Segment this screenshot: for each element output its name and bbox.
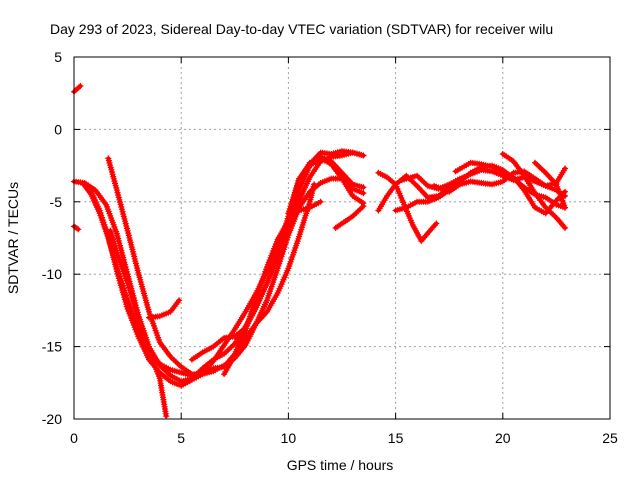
series-markers	[332, 203, 367, 231]
series-markers	[452, 159, 568, 217]
series-markers	[188, 153, 367, 363]
series-markers	[285, 148, 367, 217]
x-tick-label: 25	[602, 430, 618, 446]
series-track-19	[499, 151, 568, 231]
series-track-8	[146, 297, 183, 321]
y-tick-label: -20	[42, 411, 62, 427]
x-axis-label: GPS time / hours	[287, 457, 394, 473]
series-markers	[221, 181, 318, 378]
axis-ticks	[73, 56, 611, 420]
series-track-9	[188, 153, 367, 363]
series-markers	[499, 151, 568, 231]
y-tick-label: -15	[42, 339, 62, 355]
grid-lines	[74, 57, 610, 419]
series-markers	[107, 227, 170, 420]
series-track-1	[71, 83, 84, 95]
x-tick-label: 5	[177, 430, 185, 446]
series-markers	[532, 159, 568, 211]
series-markers	[71, 223, 82, 233]
series-markers	[146, 297, 183, 321]
x-tick-label: 15	[388, 430, 404, 446]
series-line	[89, 176, 366, 388]
y-tick-labels: 5 0 -5 -10 -15 -20	[42, 49, 62, 427]
series-track-12	[332, 203, 367, 231]
x-tick-label: 20	[495, 430, 511, 446]
y-tick-label: 0	[54, 121, 62, 137]
series-layer	[71, 83, 568, 420]
y-axis-label: SDTVAR / TECUs	[5, 182, 21, 294]
x-tick-label: 10	[281, 430, 297, 446]
series-track-20	[532, 159, 568, 211]
series-track-10	[221, 181, 318, 378]
y-tick-label: 5	[54, 49, 62, 65]
series-track-7	[107, 227, 170, 420]
plot-frame	[73, 56, 611, 420]
x-tick-labels: 0 5 10 15 20 25	[70, 430, 618, 446]
x-tick-label: 0	[70, 430, 78, 446]
chart-title: Day 293 of 2023, Sidereal Day-to-day VTE…	[50, 21, 553, 37]
series-track-2	[71, 223, 82, 233]
y-tick-label: -5	[50, 194, 63, 210]
y-tick-label: -10	[42, 266, 62, 282]
series-track-11	[285, 148, 367, 217]
